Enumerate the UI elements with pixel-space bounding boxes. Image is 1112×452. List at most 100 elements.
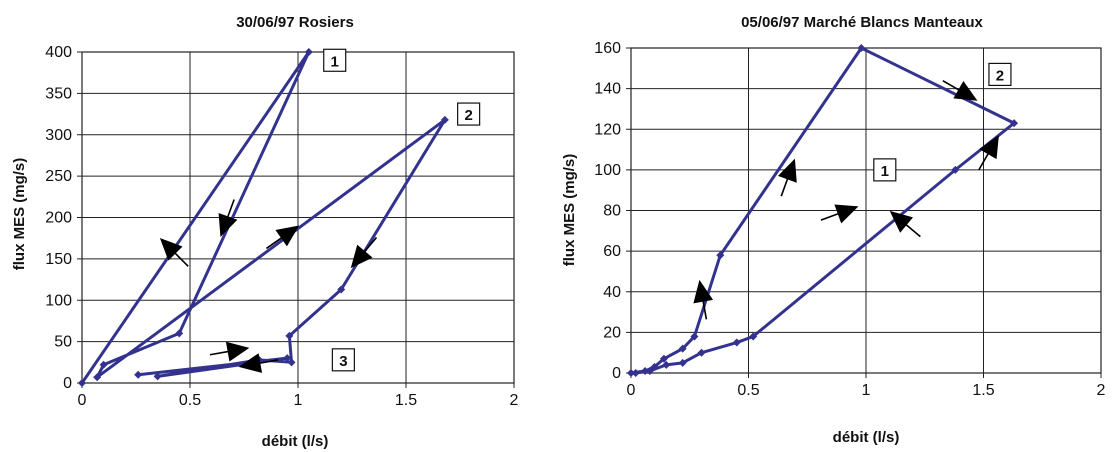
y-tick-label: 0 <box>612 365 621 382</box>
chart-title: 05/06/97 Marché Blancs Manteaux <box>741 14 983 31</box>
y-axis-ticks: 0 20 40 60 80 100 120 140 160 <box>594 40 631 382</box>
x-tick-label: 0.5 <box>737 382 759 399</box>
data-point <box>304 48 313 56</box>
y-tick-label: 100 <box>45 292 72 309</box>
data-point <box>641 366 650 375</box>
x-axis-ticks: 0 0.5 1 1.5 2 <box>78 383 519 409</box>
annotation-box <box>873 158 897 182</box>
y-tick-label: 150 <box>45 251 72 268</box>
arrow-head <box>218 212 238 238</box>
data-point <box>153 372 162 381</box>
x-tick-label: 1.5 <box>395 392 417 409</box>
annotation-layer: 1 2 3 <box>323 48 481 372</box>
data-point <box>662 360 671 369</box>
data-point <box>697 348 706 357</box>
y-axis-ticks: 0 50 100 150 200 250 300 350 400 <box>45 44 82 392</box>
y-axis-label: flux MES (mg/s) <box>561 154 578 267</box>
x-tick-label: 0 <box>78 392 87 409</box>
data-point <box>285 331 294 340</box>
x-axis-label: débit (l/s) <box>833 429 900 446</box>
arrow-head <box>159 237 183 261</box>
data-point <box>678 344 687 353</box>
x-tick-label: 1.5 <box>972 382 994 399</box>
y-tick-label: 100 <box>594 162 621 179</box>
data-point <box>857 44 866 52</box>
y-tick-label: 20 <box>603 324 621 341</box>
direction-arrow <box>942 80 978 101</box>
annotation-label: 3 <box>339 353 347 370</box>
series-layer <box>627 44 1019 377</box>
data-point <box>134 370 143 379</box>
y-tick-label: 40 <box>603 284 621 301</box>
x-axis-label: débit (l/s) <box>262 433 329 450</box>
x-tick-label: 1 <box>294 392 303 409</box>
data-point <box>645 366 654 375</box>
arrow-head <box>834 204 859 224</box>
annotation-layer: 12 <box>873 62 1012 182</box>
arrow-head <box>238 353 263 373</box>
arrow-layer <box>159 199 378 373</box>
y-tick-label: 50 <box>54 334 72 351</box>
data-point <box>650 362 659 371</box>
y-tick-label: 200 <box>45 210 72 227</box>
x-axis-ticks: 0 0.5 1 1.5 2 <box>627 373 1106 399</box>
arrow-head <box>777 158 797 183</box>
data-point <box>175 329 184 338</box>
arrow-head <box>693 279 714 304</box>
direction-arrow <box>889 210 921 238</box>
gridlines <box>630 47 1102 374</box>
arrow-head <box>225 341 250 362</box>
arrow-head <box>889 210 913 233</box>
annotation-box <box>331 348 355 372</box>
direction-arrow <box>978 135 999 171</box>
chart-title: 30/06/97 Rosiers <box>236 14 354 31</box>
y-tick-label: 250 <box>45 168 72 185</box>
direction-arrow <box>238 353 279 373</box>
data-point <box>283 354 292 363</box>
annotation-label: 2 <box>464 107 472 124</box>
data-point <box>78 379 86 387</box>
annotation-label: 2 <box>996 67 1004 84</box>
data-point <box>287 358 296 367</box>
x-tick-label: 0.5 <box>179 392 201 409</box>
direction-arrow <box>218 199 238 238</box>
data-point <box>690 332 699 341</box>
direction-arrow <box>265 225 300 250</box>
direction-arrow <box>820 204 859 224</box>
data-point <box>678 358 687 367</box>
data-point <box>337 285 346 294</box>
direction-arrow <box>693 279 714 320</box>
gridlines <box>81 51 515 384</box>
arrow-head <box>979 135 999 160</box>
annotation-box <box>457 102 481 126</box>
arrow-layer <box>693 80 999 320</box>
data-point <box>749 332 758 341</box>
annotation-label: 1 <box>881 163 889 180</box>
y-tick-label: 140 <box>594 81 621 98</box>
data-point <box>99 360 108 369</box>
direction-arrow <box>350 236 378 269</box>
direction-arrow <box>209 341 250 362</box>
data-point <box>732 338 741 347</box>
annotation-label: 1 <box>331 53 339 70</box>
data-point <box>951 165 960 174</box>
y-tick-label: 300 <box>45 127 72 144</box>
arrow-head <box>275 225 300 247</box>
series-layer <box>78 48 449 387</box>
y-tick-label: 80 <box>603 203 621 220</box>
direction-arrow <box>777 158 797 197</box>
x-tick-label: 2 <box>1097 382 1106 399</box>
data-point <box>1010 119 1019 128</box>
data-point <box>716 251 725 260</box>
chart-rosiers: 30/06/97 Rosiers 0 50 100 150 200 250 300 350 40… <box>11 14 519 450</box>
data-point <box>627 369 635 377</box>
data-point <box>93 373 102 382</box>
data-point <box>659 354 668 363</box>
x-tick-label: 2 <box>510 392 519 409</box>
y-tick-label: 160 <box>594 40 621 57</box>
y-tick-label: 0 <box>63 375 72 392</box>
x-tick-label: 0 <box>627 382 636 399</box>
y-tick-label: 60 <box>603 243 621 260</box>
direction-arrow <box>159 237 189 267</box>
annotation-box <box>988 62 1012 87</box>
